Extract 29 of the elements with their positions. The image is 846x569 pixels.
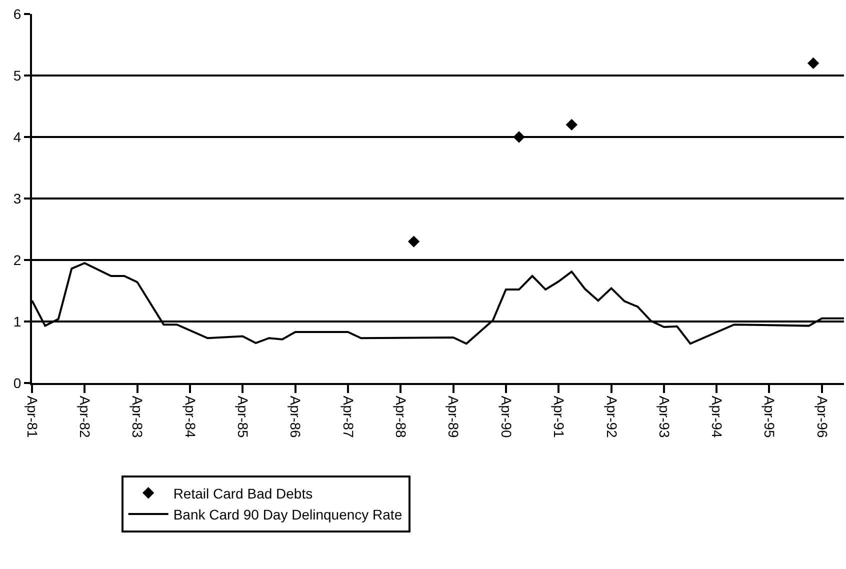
x-tick-label: Apr-90 bbox=[498, 396, 514, 438]
x-tick-label: Apr-82 bbox=[77, 396, 94, 438]
y-tick-label: 1 bbox=[13, 313, 22, 330]
x-tick-label: Apr-86 bbox=[288, 396, 304, 438]
point bbox=[513, 131, 525, 143]
y-tick-label: 6 bbox=[13, 6, 22, 22]
legend-label: Retail Card Bad Debts bbox=[173, 485, 313, 502]
x-tick-label: Apr-95 bbox=[762, 396, 778, 438]
x-tick-label: Apr-92 bbox=[604, 396, 620, 438]
y-tick-label: 0 bbox=[13, 374, 22, 391]
x-tick-label: Apr-96 bbox=[814, 396, 830, 438]
x-tick-label: Apr-84 bbox=[182, 396, 198, 438]
x-tick-label: Apr-93 bbox=[656, 396, 672, 438]
legend-label: Bank Card 90 Day Delinquency Rate bbox=[173, 506, 402, 523]
point bbox=[566, 118, 578, 131]
x-tick-label: Apr-94 bbox=[709, 396, 725, 438]
point bbox=[408, 236, 420, 248]
y-tick-label: 5 bbox=[13, 67, 22, 84]
x-tick-label: Apr-87 bbox=[340, 396, 356, 438]
y-tick-label: 3 bbox=[13, 190, 22, 206]
y-tick-label: 2 bbox=[13, 252, 22, 268]
y-tick-label: 4 bbox=[13, 128, 22, 145]
point bbox=[807, 57, 820, 70]
x-tick-label: Apr-88 bbox=[393, 396, 410, 438]
x-tick-label: Apr-83 bbox=[130, 396, 146, 438]
x-tick-label: Apr-89 bbox=[446, 396, 462, 438]
x-tick-label: Apr-81 bbox=[24, 396, 40, 438]
x-tick-label: Apr-85 bbox=[235, 396, 252, 438]
x-tick-label: Apr-91 bbox=[550, 396, 567, 438]
